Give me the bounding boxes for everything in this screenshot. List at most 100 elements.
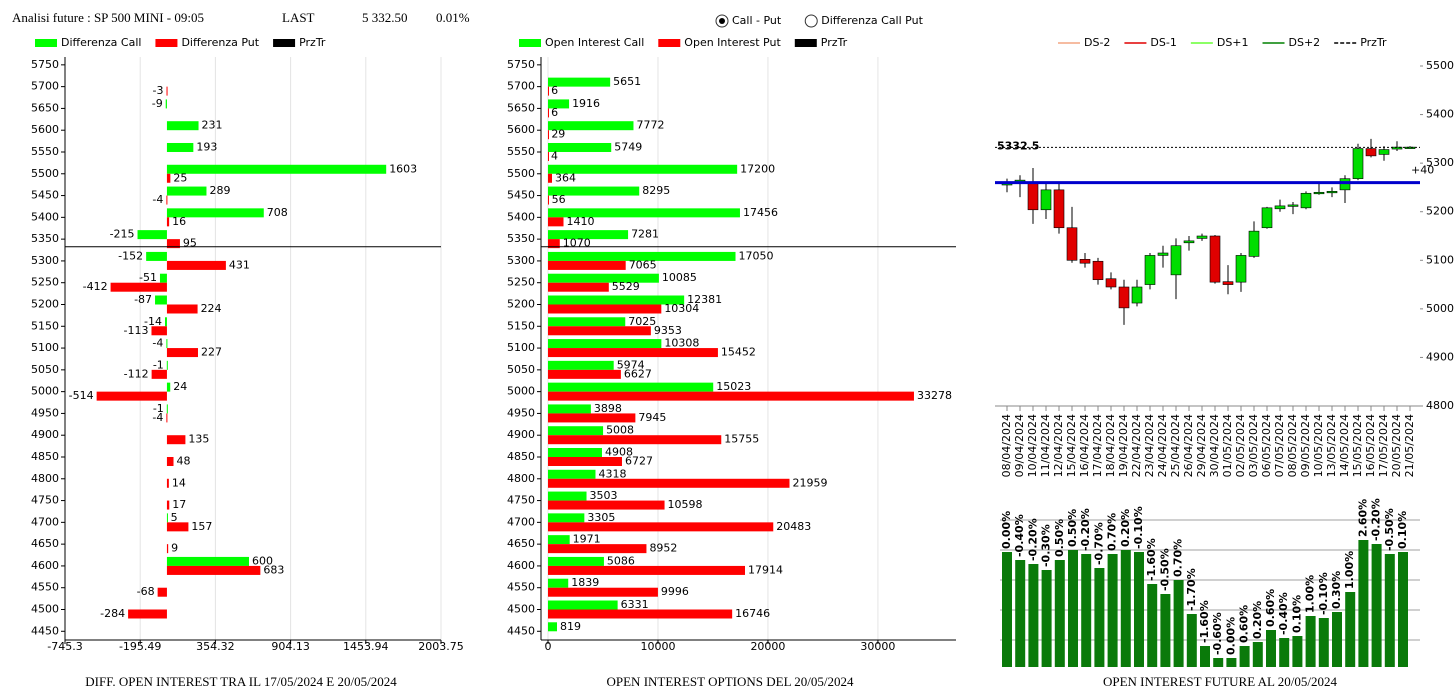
bar	[548, 77, 611, 87]
candle-body	[1131, 286, 1143, 304]
bar	[1041, 570, 1052, 667]
bar-label: 16746	[735, 607, 770, 620]
bar	[548, 535, 570, 545]
bar-label: 7025	[628, 315, 656, 328]
bar-label: 6331	[621, 598, 649, 611]
y-tick-label: 5150	[507, 319, 535, 332]
y-tick-label: 5200	[1426, 205, 1454, 218]
bar	[1292, 636, 1303, 667]
bar-label: -0.10%	[1132, 506, 1145, 549]
y-tick-label: 5150	[31, 319, 59, 332]
bar-label: -1.60%	[1145, 538, 1158, 581]
legend-label: Differenza Call	[61, 36, 141, 49]
bar	[548, 413, 636, 423]
bar-label: -0.50%	[1383, 508, 1396, 551]
bar	[1094, 568, 1105, 667]
bar	[1266, 630, 1276, 667]
bar	[166, 217, 170, 227]
bar-label: 4318	[598, 467, 626, 480]
legend-swatch	[794, 39, 817, 47]
bar	[548, 391, 914, 401]
bar-label: 15023	[716, 380, 751, 393]
bar-label: 5974	[617, 358, 645, 371]
x-tick-label: 12/04/2024	[1052, 414, 1065, 477]
x-tick-label: 19/04/2024	[1117, 414, 1130, 477]
candle-body	[1339, 178, 1351, 191]
bar	[166, 164, 387, 174]
bar-label: -113	[124, 324, 149, 337]
candle-body	[1209, 235, 1221, 283]
x-tick-label: 30000	[860, 640, 895, 653]
y-tick-label: 4650	[31, 537, 59, 550]
bar-label: -1	[153, 402, 164, 415]
x-tick-label: 11/04/2024	[1039, 414, 1052, 477]
bar-label: 5529	[612, 280, 640, 293]
bar-label: -9	[152, 97, 163, 110]
bar-label: 2.60%	[1356, 499, 1369, 537]
y-tick-label: 5650	[31, 101, 59, 114]
x-tick-label: 23/04/2024	[1143, 414, 1156, 477]
y-tick-label: 4450	[31, 624, 59, 637]
y-tick-label: 5750	[31, 58, 59, 71]
radio-label[interactable]: Call - Put	[732, 14, 782, 27]
bar-label: 0.00%	[1224, 617, 1237, 655]
bar	[166, 556, 250, 566]
legend-swatch	[519, 39, 541, 47]
bar-label: 29	[551, 128, 565, 141]
legend-swatch	[658, 39, 681, 47]
bar	[548, 513, 585, 523]
candle-body	[1092, 260, 1104, 281]
y-tick-label: 5000	[31, 385, 59, 398]
radio-button[interactable]	[804, 14, 818, 28]
x-tick-label: 17/05/2024	[1377, 414, 1390, 477]
y-tick-label: 5200	[507, 297, 535, 310]
y-tick-label: 5450	[507, 189, 535, 202]
candle-body	[1079, 259, 1091, 264]
bar	[166, 478, 169, 488]
bar	[548, 217, 564, 227]
bar	[548, 382, 714, 392]
bar-label: 4908	[605, 445, 633, 458]
bar	[166, 304, 198, 314]
bar	[96, 391, 167, 401]
y-tick-label: 5500	[31, 167, 59, 180]
legend-label: DS-1	[1150, 36, 1176, 49]
candle-body	[1365, 148, 1377, 157]
bar	[1186, 614, 1197, 667]
bar-label: -0.10%	[1317, 572, 1330, 615]
bar	[548, 360, 614, 370]
bar-label: 10598	[668, 498, 703, 511]
y-tick-label: 5700	[507, 80, 535, 93]
candle-body	[1248, 230, 1260, 257]
bar-label: 25	[173, 171, 187, 184]
bar	[1200, 646, 1210, 667]
bar-label: 1603	[389, 162, 417, 175]
y-tick-label: 4600	[31, 559, 59, 572]
bar	[1054, 560, 1065, 667]
bar	[165, 317, 167, 327]
bar	[1332, 612, 1342, 667]
bar	[1345, 592, 1356, 667]
y-tick-label: 4650	[507, 537, 535, 550]
bar	[1279, 638, 1290, 667]
bar	[166, 565, 261, 575]
candle-body	[1352, 148, 1364, 179]
bar	[166, 382, 171, 392]
bar-label: 21959	[792, 476, 827, 489]
last-value: 5 332.50	[362, 10, 408, 25]
bar	[548, 456, 622, 466]
bar	[548, 435, 722, 445]
bar-label: 10308	[664, 337, 699, 350]
bar-label: 289	[209, 184, 230, 197]
bar	[166, 513, 168, 523]
bar	[166, 348, 198, 358]
bar	[548, 86, 549, 96]
y-tick-label: 5100	[31, 341, 59, 354]
x-tick-label: 20/05/2024	[1390, 414, 1403, 477]
y-tick-label: 5650	[507, 101, 535, 114]
radio-label[interactable]: Differenza Call Put	[821, 14, 923, 27]
bar-label: -514	[69, 389, 94, 402]
bar-label: -1	[153, 358, 164, 371]
bar	[1147, 584, 1158, 667]
y-tick-label: 5600	[507, 123, 535, 136]
